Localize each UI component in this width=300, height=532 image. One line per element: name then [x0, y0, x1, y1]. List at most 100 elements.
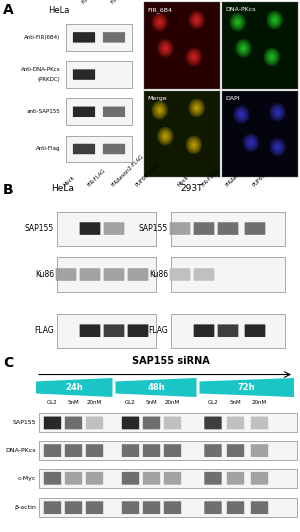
FancyBboxPatch shape: [73, 106, 95, 117]
FancyBboxPatch shape: [44, 417, 61, 429]
Text: Anti-FIR(6B4): Anti-FIR(6B4): [24, 35, 60, 40]
Text: DNA-PKcs: DNA-PKcs: [5, 448, 36, 453]
Text: SAP155 siRNA: SAP155 siRNA: [132, 355, 210, 365]
Text: PUF60-FLAG: PUF60-FLAG: [251, 161, 278, 188]
Text: HeLa: HeLa: [48, 6, 69, 15]
FancyBboxPatch shape: [66, 61, 132, 88]
FancyBboxPatch shape: [122, 444, 139, 457]
FancyBboxPatch shape: [204, 417, 222, 429]
FancyBboxPatch shape: [57, 212, 156, 246]
FancyBboxPatch shape: [66, 98, 132, 125]
FancyBboxPatch shape: [66, 24, 132, 51]
Text: Ku86: Ku86: [35, 270, 54, 279]
FancyBboxPatch shape: [170, 268, 190, 281]
FancyBboxPatch shape: [65, 501, 82, 514]
Text: B: B: [3, 182, 13, 197]
Text: β-actin: β-actin: [14, 505, 36, 510]
Text: 5nM: 5nM: [230, 401, 241, 405]
Text: HeLa: HeLa: [51, 184, 74, 193]
FancyBboxPatch shape: [57, 314, 156, 348]
Text: 72h: 72h: [238, 383, 256, 392]
FancyBboxPatch shape: [204, 501, 222, 514]
Text: Anti-DNA-PKcs: Anti-DNA-PKcs: [20, 67, 60, 72]
FancyBboxPatch shape: [194, 222, 214, 235]
FancyBboxPatch shape: [204, 444, 222, 457]
FancyBboxPatch shape: [218, 222, 238, 235]
Text: FIR-FlagIP: FIR-FlagIP: [80, 0, 103, 5]
FancyBboxPatch shape: [39, 469, 297, 488]
FancyBboxPatch shape: [194, 325, 214, 337]
FancyBboxPatch shape: [104, 325, 124, 337]
FancyBboxPatch shape: [128, 325, 148, 337]
FancyBboxPatch shape: [164, 472, 181, 485]
FancyBboxPatch shape: [171, 257, 285, 292]
FancyBboxPatch shape: [194, 268, 214, 281]
FancyBboxPatch shape: [39, 441, 297, 460]
FancyBboxPatch shape: [251, 501, 268, 514]
FancyBboxPatch shape: [73, 32, 95, 43]
FancyBboxPatch shape: [171, 212, 285, 246]
FancyBboxPatch shape: [103, 106, 125, 117]
Text: 48h: 48h: [147, 383, 165, 392]
FancyBboxPatch shape: [128, 268, 148, 281]
Text: FIRΔexon2-FlagIP: FIRΔexon2-FlagIP: [110, 0, 148, 5]
Text: (PRKDC): (PRKDC): [37, 77, 60, 82]
FancyBboxPatch shape: [86, 472, 103, 485]
FancyBboxPatch shape: [251, 444, 268, 457]
Text: Anti-Flag: Anti-Flag: [35, 146, 60, 152]
Text: SAP155: SAP155: [139, 224, 168, 233]
FancyBboxPatch shape: [170, 222, 190, 235]
FancyBboxPatch shape: [143, 417, 160, 429]
FancyBboxPatch shape: [65, 472, 82, 485]
Text: PUF60-FLAG: PUF60-FLAG: [134, 161, 161, 188]
FancyBboxPatch shape: [73, 69, 95, 80]
FancyBboxPatch shape: [245, 325, 266, 337]
FancyBboxPatch shape: [65, 417, 82, 429]
Polygon shape: [200, 378, 294, 397]
FancyBboxPatch shape: [143, 472, 160, 485]
FancyBboxPatch shape: [103, 144, 125, 154]
Polygon shape: [116, 378, 196, 397]
Text: 5nM: 5nM: [146, 401, 157, 405]
FancyBboxPatch shape: [143, 501, 160, 514]
Text: 20nM: 20nM: [252, 401, 267, 405]
Text: FLAG: FLAG: [148, 326, 168, 335]
FancyBboxPatch shape: [73, 144, 95, 154]
FancyBboxPatch shape: [251, 417, 268, 429]
Text: GL2: GL2: [125, 401, 136, 405]
FancyBboxPatch shape: [218, 325, 238, 337]
Text: Mock: Mock: [62, 174, 76, 188]
Text: 24h: 24h: [65, 383, 83, 392]
Text: Ku86: Ku86: [149, 270, 168, 279]
Text: SAP155: SAP155: [25, 224, 54, 233]
Polygon shape: [36, 378, 112, 397]
FancyBboxPatch shape: [44, 501, 61, 514]
Text: DNA-PKcs: DNA-PKcs: [225, 7, 255, 12]
FancyBboxPatch shape: [66, 136, 132, 162]
Text: FIR_6B4: FIR_6B4: [147, 7, 172, 13]
FancyBboxPatch shape: [86, 444, 103, 457]
FancyBboxPatch shape: [122, 417, 139, 429]
FancyBboxPatch shape: [143, 444, 160, 457]
FancyBboxPatch shape: [164, 417, 181, 429]
FancyBboxPatch shape: [103, 32, 125, 43]
Text: A: A: [3, 3, 14, 17]
Text: 20nM: 20nM: [165, 401, 180, 405]
FancyBboxPatch shape: [80, 222, 100, 235]
FancyBboxPatch shape: [245, 222, 266, 235]
Text: GL2: GL2: [208, 401, 218, 405]
FancyBboxPatch shape: [39, 498, 297, 517]
Text: Mock: Mock: [176, 174, 190, 188]
Text: DAPI: DAPI: [225, 96, 239, 101]
Text: C: C: [3, 355, 13, 370]
FancyBboxPatch shape: [122, 501, 139, 514]
FancyBboxPatch shape: [39, 413, 297, 433]
FancyBboxPatch shape: [251, 472, 268, 485]
FancyBboxPatch shape: [57, 257, 156, 292]
FancyBboxPatch shape: [164, 501, 181, 514]
FancyBboxPatch shape: [104, 268, 124, 281]
FancyBboxPatch shape: [227, 501, 244, 514]
FancyBboxPatch shape: [204, 472, 222, 485]
FancyBboxPatch shape: [227, 444, 244, 457]
Text: 5nM: 5nM: [68, 401, 79, 405]
